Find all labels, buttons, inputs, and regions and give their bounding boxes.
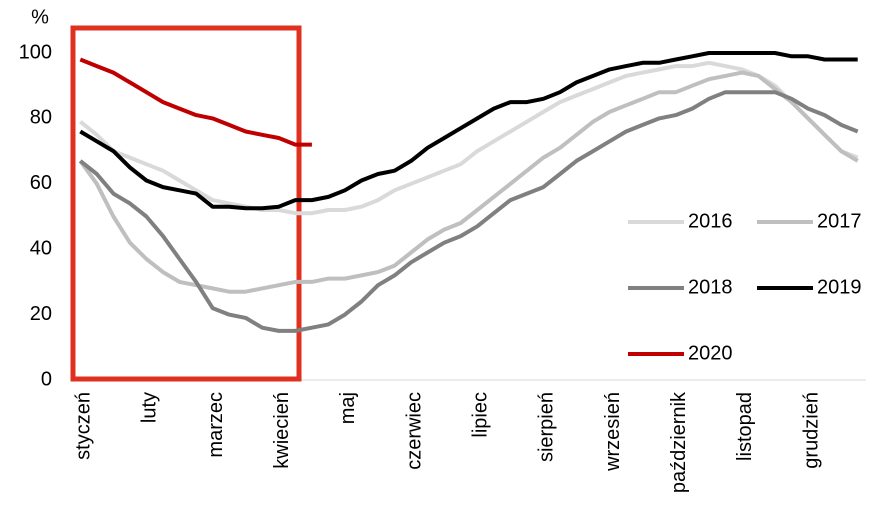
y-axis-label: %	[31, 6, 49, 28]
line-series	[79, 57, 312, 147]
line-series	[78, 70, 859, 294]
x-tick-label: wrzesień	[602, 392, 624, 472]
line-series	[79, 60, 859, 216]
x-tick-label: październik	[668, 391, 690, 493]
x-tick-label: lipiec	[470, 392, 492, 438]
x-tick-label: czerwiec	[403, 392, 425, 470]
x-tick-label: marzec	[205, 392, 227, 458]
x-tick-label: maj	[337, 392, 359, 424]
x-tick-label: luty	[139, 392, 161, 423]
legend-label: 2017	[817, 210, 862, 232]
x-tick-label: listopad	[734, 392, 756, 461]
y-tick-label: 60	[30, 172, 52, 194]
y-tick-label: 100	[19, 41, 52, 63]
legend-label: 2018	[688, 276, 733, 298]
y-tick-label: 80	[30, 107, 52, 129]
y-tick-label: 0	[41, 368, 52, 390]
line-series	[79, 90, 859, 333]
legend-label: 2019	[817, 276, 862, 298]
x-tick-label: grudzień	[800, 392, 822, 469]
y-tick-label: 40	[30, 237, 52, 259]
x-tick-label: styczeń	[73, 392, 95, 460]
x-tick-label: kwiecień	[271, 392, 293, 469]
legend-label: 2020	[688, 342, 733, 364]
y-tick-label: 20	[30, 303, 52, 325]
legend-label: 2016	[688, 210, 733, 232]
highlight-box	[70, 25, 302, 382]
x-tick-label: sierpień	[536, 392, 558, 462]
line-series	[79, 51, 858, 211]
